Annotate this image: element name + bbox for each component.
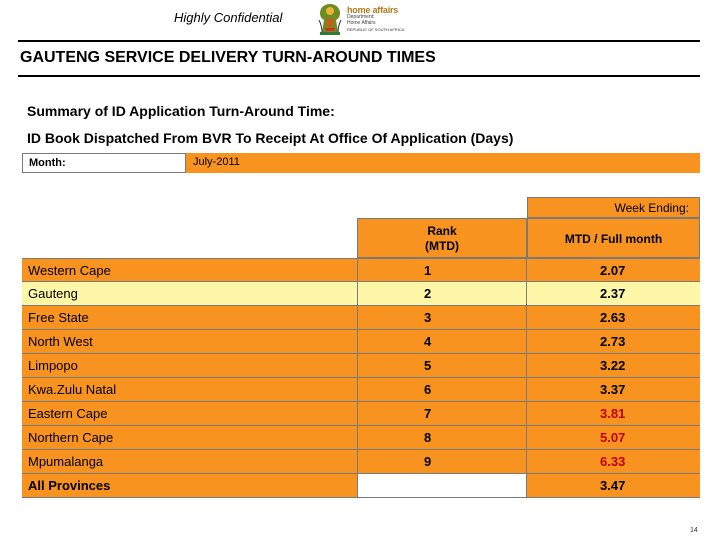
province-cell: Northern Cape [28,430,114,445]
rank-cell: 7 [357,402,527,425]
mtd-cell: 3.37 [600,382,626,397]
table-row: Eastern Cape 7 3.81 [22,402,700,426]
province-cell: Mpumalanga [28,454,104,469]
rank-header-line1: Rank [427,224,457,238]
logo-republic: REPUBLIC OF SOUTH AFRICA [347,27,405,32]
province-cell: Eastern Cape [28,406,108,421]
table-row: Kwa.Zulu Natal 6 3.37 [22,378,700,402]
rank-cell: 4 [357,330,527,353]
table-row: Free State 3 2.63 [22,306,700,330]
table-row: Western Cape 1 2.07 [22,258,700,282]
month-label: Month: [22,153,186,173]
rank-cell [357,474,527,497]
title-divider [18,75,700,77]
mtd-cell: 5.07 [600,430,626,445]
report-subtitle: ID Book Dispatched From BVR To Receipt A… [27,130,514,146]
rank-cell: 8 [357,426,527,449]
mtd-cell: 3.47 [600,478,626,493]
rank-header-line2: (MTD) [425,239,459,253]
rank-cell: 9 [357,450,527,473]
rank-cell: 1 [357,259,527,282]
month-value: July-2011 [186,153,700,173]
mtd-cell: 2.07 [600,263,626,278]
table-row: Mpumalanga 9 6.33 [22,450,700,474]
total-row: All Provinces 3.47 [22,474,700,498]
top-divider [18,40,700,42]
rank-column-header: Rank (MTD) [357,218,527,258]
province-cell: Western Cape [28,263,111,278]
coat-of-arms-icon [318,4,342,35]
table-row: Limpopo 5 3.22 [22,354,700,378]
province-cell: Kwa.Zulu Natal [28,382,117,397]
table-row: Northern Cape 8 5.07 [22,426,700,450]
province-cell: All Provinces [28,478,111,493]
mtd-cell: 6.33 [600,454,626,469]
province-cell: Gauteng [28,286,78,301]
rank-cell: 6 [357,378,527,401]
mtd-column-header: MTD / Full month [527,218,700,258]
summary-title: Summary of ID Application Turn-Around Ti… [27,103,335,119]
logo-text: home affairs Department: Home Affairs RE… [347,5,417,32]
home-affairs-logo: home affairs Department: Home Affairs RE… [316,2,416,36]
mtd-cell: 2.73 [600,334,626,349]
turnaround-table: Western Cape 1 2.07 Gauteng 2 2.37 Free … [22,258,700,498]
mtd-cell: 2.37 [600,286,626,301]
rank-cell: 3 [357,306,527,329]
mtd-cell: 2.63 [600,310,626,325]
confidential-label: Highly Confidential [174,10,283,25]
province-cell: North West [28,334,93,349]
week-ending-header: Week Ending: [527,197,700,218]
province-cell: Limpopo [28,358,78,373]
province-cell: Free State [28,310,89,325]
logo-brand: home affairs [347,5,399,15]
table-row: North West 4 2.73 [22,330,700,354]
table-row: Gauteng 2 2.37 [22,282,700,306]
mtd-cell: 3.81 [600,406,626,421]
rank-cell: 5 [357,354,527,377]
logo-department-line2: Home Affairs [347,19,376,26]
mtd-cell: 3.22 [600,358,626,373]
rank-cell: 2 [357,282,527,305]
page-number: 14 [690,527,698,534]
page-title: GAUTENG SERVICE DELIVERY TURN-AROUND TIM… [20,49,436,66]
logo-department-line1: Department: [347,14,375,20]
